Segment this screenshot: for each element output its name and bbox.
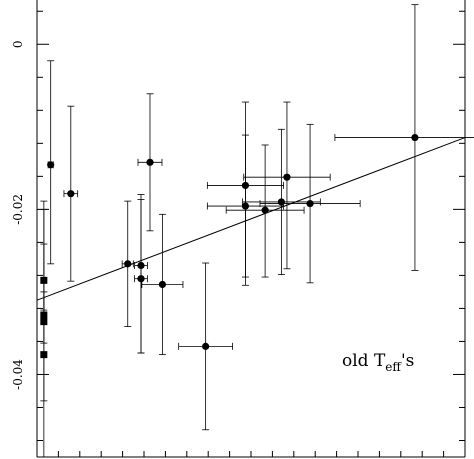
circle-marker <box>306 199 314 208</box>
circle-marker <box>137 275 145 283</box>
x-axis-ticks <box>36 451 466 457</box>
data-point <box>243 101 331 270</box>
data-point <box>225 144 305 278</box>
circle-marker <box>261 206 269 214</box>
data-point <box>63 105 79 282</box>
y-tick-label: -0.04 <box>11 359 25 390</box>
circle-marker <box>47 161 55 169</box>
y-tick-label: 0 <box>11 40 25 48</box>
data-point <box>121 200 134 327</box>
circle-marker <box>277 198 285 206</box>
data-point <box>334 4 474 271</box>
plot-frame <box>36 0 466 458</box>
annotation-label: old Teff's <box>342 351 414 374</box>
y-tick-label: -0.02 <box>11 194 25 225</box>
data-point <box>137 93 163 232</box>
data-point <box>47 60 55 265</box>
square-marker <box>40 351 48 359</box>
circle-marker <box>241 202 250 210</box>
fit-line-group <box>36 137 466 301</box>
circle-marker <box>146 158 154 166</box>
circle-marker <box>283 173 291 181</box>
circle-marker <box>158 280 167 289</box>
annotation-subscript: eff <box>385 360 402 374</box>
y-axis-ticks <box>37 10 465 441</box>
circle-marker <box>411 133 419 142</box>
data-point <box>206 134 284 278</box>
data-point <box>259 123 361 284</box>
data-points <box>40 4 474 458</box>
regression-line <box>36 137 466 301</box>
data-point <box>178 262 233 431</box>
annotation-suffix: 's <box>401 351 414 371</box>
circle-marker <box>67 190 75 198</box>
circle-marker <box>124 260 132 268</box>
data-point <box>134 199 148 354</box>
data-point <box>141 213 184 356</box>
y-axis-tick-labels: -0.04 -0.02 0 <box>11 40 25 389</box>
circle-marker <box>202 342 210 350</box>
data-point <box>40 208 48 458</box>
annotation-main: old T <box>342 351 386 371</box>
